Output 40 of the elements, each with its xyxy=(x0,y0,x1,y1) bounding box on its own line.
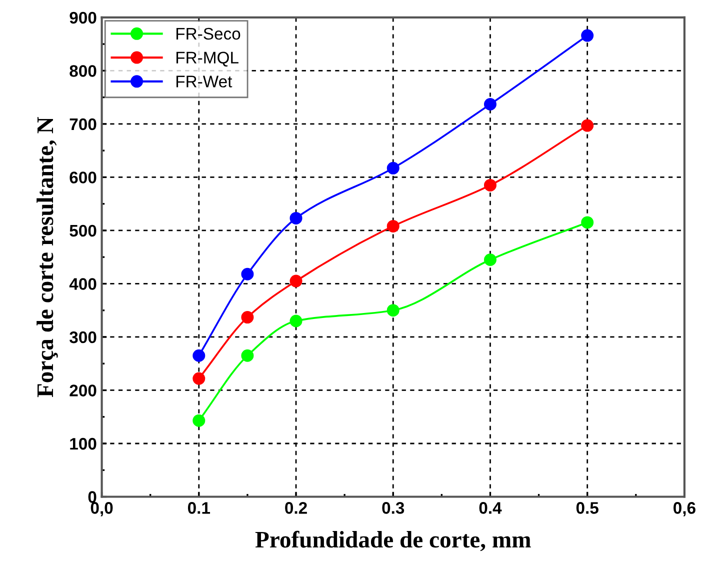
point xyxy=(581,119,594,132)
point xyxy=(581,216,594,229)
point xyxy=(386,162,400,174)
y-tick-label: 300 xyxy=(70,331,96,344)
point xyxy=(290,212,302,224)
x-tick-label: 0,6 xyxy=(674,502,696,516)
y-tick-label: 200 xyxy=(70,384,96,396)
point xyxy=(290,274,302,288)
y-tick-label: 700 xyxy=(70,118,96,130)
legend-label: FR-Seco xyxy=(176,28,240,40)
point xyxy=(192,414,206,427)
point xyxy=(484,254,496,266)
point xyxy=(290,314,302,328)
y-tick-label: 600 xyxy=(70,172,96,184)
point xyxy=(241,268,254,280)
point xyxy=(581,29,594,42)
point xyxy=(386,304,400,317)
y-tick-label: 500 xyxy=(70,224,96,237)
x-tick-label: 0,0 xyxy=(90,502,113,516)
x-tick-label: 0.5 xyxy=(576,502,598,514)
point xyxy=(386,220,400,232)
x-tick-label: 0.1 xyxy=(188,502,210,514)
legend-label: FR-MQL xyxy=(176,52,238,67)
x-tick-label: 0.2 xyxy=(285,502,307,514)
x-tick-label: 0.4 xyxy=(479,502,502,514)
y-tick-label: 800 xyxy=(70,65,96,77)
x-tick-label: 0.3 xyxy=(382,502,404,514)
y-axis-title: Força de corte resultante, N xyxy=(36,116,58,398)
point xyxy=(484,98,496,110)
legend-label: FR-Wet xyxy=(176,76,232,88)
y-tick-label: 0 xyxy=(88,491,96,503)
point xyxy=(192,372,206,385)
y-tick-label: 400 xyxy=(69,278,96,290)
point xyxy=(241,311,254,324)
y-tick-label: 900 xyxy=(70,12,96,24)
y-tick-label: 100 xyxy=(70,438,96,450)
point xyxy=(484,178,496,192)
point xyxy=(192,349,206,362)
point xyxy=(241,349,254,362)
x-axis-title: Profundidade de corte, mm xyxy=(255,530,531,552)
